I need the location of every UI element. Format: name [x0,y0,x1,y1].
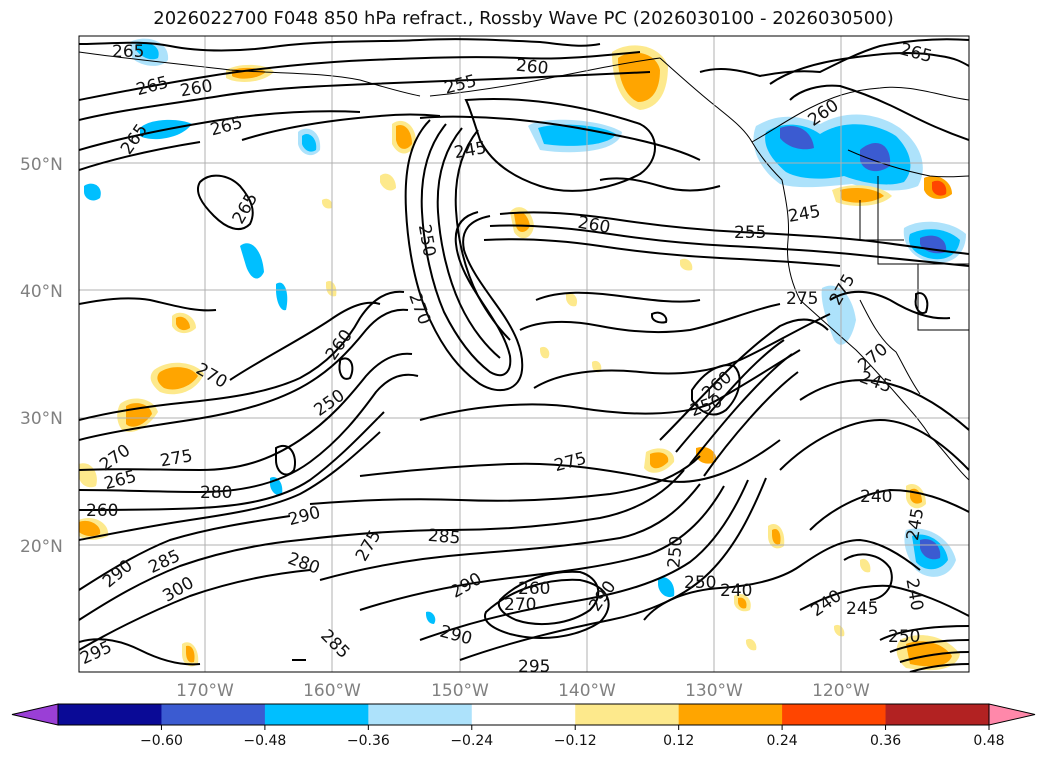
contour-label: 240 [720,581,752,601]
contour-label: 245 [846,599,878,619]
contour-label: 240 [860,487,892,507]
colorbar-segment [575,704,680,725]
lon-label-150w: 150°W [431,681,489,701]
contour-label: 265 [112,42,144,62]
contour-label: 255 [734,223,766,243]
coastlines [79,51,969,481]
colorbar-tick-label: −0.48 [243,733,286,749]
refractivity-contours [79,38,969,672]
colorbar-segment [368,704,473,725]
contour-label: 250 [684,573,716,593]
contour-label: 260 [86,501,118,521]
colorbar-tick-label: −0.60 [140,733,183,749]
contour-label: 275 [786,289,818,309]
page-title: 2026022700 F048 850 hPa refract., Rossby… [153,8,894,29]
lat-label-40n: 40°N [20,282,63,302]
lon-label-140w: 140°W [558,681,616,701]
colorbar-segments [11,703,1036,726]
longitude-labels: 170°W 160°W 150°W 140°W 130°W 120°W [176,681,870,701]
contour-label: 280 [200,483,232,503]
contour-label: 250 [664,535,687,569]
lon-label-130w: 130°W [685,681,743,701]
gridlines [79,36,969,672]
colorbar-tick-label: −0.24 [450,733,493,749]
lon-label-120w: 120°W [812,681,870,701]
colorbar-tick-label: 0.48 [973,733,1004,749]
lat-label-50n: 50°N [20,155,63,175]
colorbar-arrow-max [988,703,1036,726]
colorbar: −0.60 −0.48 −0.36 −0.24 −0.12 0.12 0.24 0.36 0.4… [11,703,1036,749]
colorbar-tick-label: 0.12 [663,733,694,749]
contour-label: 250 [888,627,920,647]
colorbar-tick-label: −0.12 [554,733,597,749]
colorbar-segment [885,704,990,725]
lat-label-20n: 20°N [20,537,63,557]
colorbar-ticks: −0.60 −0.48 −0.36 −0.24 −0.12 0.12 0.24 0.36 0.4… [140,725,1005,749]
colorbar-segment [264,704,369,725]
contour-label: 260 [518,579,550,599]
lon-label-170w: 170°W [176,681,234,701]
lat-label-30n: 30°N [20,409,63,429]
contour-label: 260 [515,56,549,79]
colorbar-segment [58,704,162,725]
colorbar-tick-label: 0.24 [767,733,798,749]
latitude-labels: 50°N 40°N 30°N 20°N [20,155,63,557]
colorbar-tick-label: 0.36 [870,733,901,749]
contour-label: 285 [427,526,461,549]
colorbar-segment [471,704,576,725]
colorbar-segment [782,704,887,725]
lon-label-160w: 160°W [303,681,361,701]
colorbar-segment [678,704,783,725]
contour-label: 295 [518,657,550,677]
map-frame [78,35,970,673]
colorbar-tick-label: −0.36 [347,733,390,749]
contour-label: 270 [504,595,536,615]
colorbar-frame [57,703,990,726]
colorbar-segment [161,704,266,725]
colorbar-arrow-min [11,703,59,726]
map-area: 265 265 260 255 260 265 265 265 245 260 … [79,36,969,677]
